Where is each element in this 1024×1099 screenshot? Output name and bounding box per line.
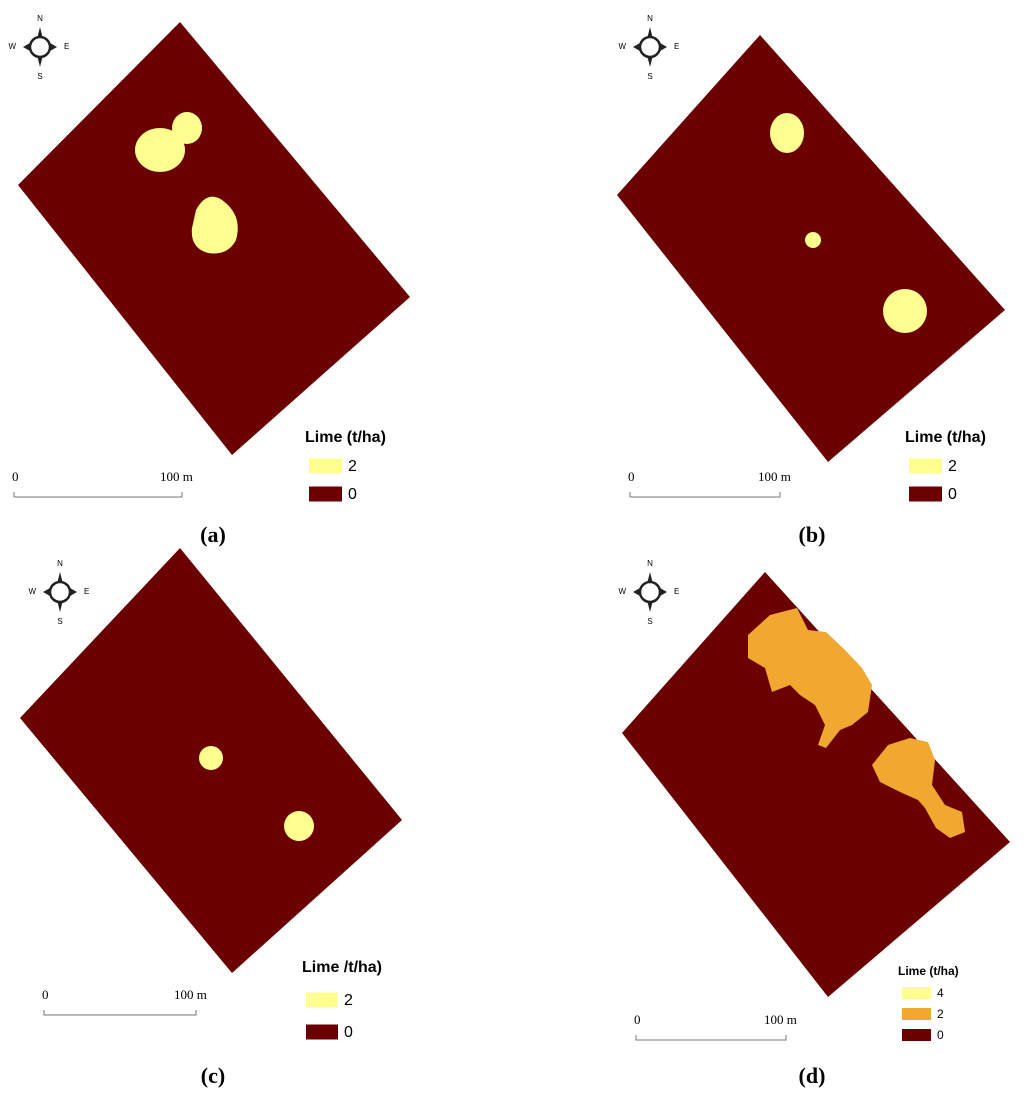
compass-ring: [638, 580, 662, 604]
scale-start: 0: [12, 469, 19, 484]
lime-zone: [135, 128, 185, 172]
compass-s: S: [37, 72, 42, 81]
compass-s: S: [647, 617, 652, 626]
compass: N S W E: [618, 559, 679, 626]
lime-zone: [883, 289, 927, 333]
legend: Lime /t/ha) 2 0: [302, 959, 382, 1041]
legend-swatch: [902, 1029, 931, 1041]
scale-bar: 0 100 m: [42, 987, 207, 1016]
compass-e: E: [674, 587, 679, 596]
legend-swatch: [902, 987, 931, 999]
lime-zone: [172, 112, 202, 144]
lime-zone: [805, 232, 821, 248]
scale-line: [629, 492, 781, 498]
lime-zone: [191, 196, 238, 254]
legend-label: 2: [937, 1007, 944, 1021]
compass-w: W: [618, 42, 626, 51]
field: [617, 35, 1005, 462]
compass-n: N: [647, 14, 653, 23]
compass-s: S: [647, 72, 652, 81]
lime-zone: [284, 811, 314, 841]
lime-zone: [748, 608, 872, 748]
legend-swatch: [306, 1024, 338, 1040]
legend-label: 4: [937, 986, 944, 1000]
map-panel: N S W E Lime /t/ha) 2 0 0 100 m (c): [20, 548, 402, 1088]
compass-w: W: [8, 42, 16, 51]
legend-label: 0: [937, 1028, 944, 1042]
legend-swatch: [309, 486, 342, 502]
scale-bar: 0 100 m: [628, 469, 791, 498]
compass-n: N: [57, 559, 63, 568]
scale-start: 0: [634, 1012, 641, 1027]
legend-label: 0: [348, 486, 357, 503]
legend-label: 2: [348, 458, 357, 475]
panel-caption: (c): [201, 1063, 225, 1088]
lime-zone: [770, 113, 804, 153]
legend-swatch: [306, 992, 338, 1008]
scale-end: 100 m: [764, 1012, 797, 1027]
map-panel: N S W E Lime (t/ha) 2 0 0 100 m (b): [617, 14, 1005, 547]
legend-title: Lime (t/ha): [305, 429, 386, 446]
compass-e: E: [674, 42, 679, 51]
compass: N S W E: [618, 14, 679, 81]
legend-title: Lime (t/ha): [898, 964, 959, 978]
legend-label: 2: [344, 992, 353, 1009]
compass-s: S: [57, 617, 62, 626]
scale-start: 0: [42, 987, 49, 1002]
scale-line: [43, 1010, 197, 1016]
scale-bar: 0 100 m: [12, 469, 193, 498]
compass-ring: [48, 580, 72, 604]
legend-label: 0: [344, 1024, 353, 1041]
compass-n: N: [647, 559, 653, 568]
scale-line: [635, 1035, 787, 1041]
legend-label: 2: [948, 458, 957, 475]
scale-end: 100 m: [758, 469, 791, 484]
scale-end: 100 m: [174, 987, 207, 1002]
legend: Lime (t/ha) 2 0: [905, 429, 986, 503]
panel-caption: (a): [200, 522, 226, 547]
scale-start: 0: [628, 469, 635, 484]
compass-w: W: [618, 587, 626, 596]
legend-swatch: [309, 458, 342, 474]
scale-end: 100 m: [160, 469, 193, 484]
legend: Lime (t/ha) 2 0: [305, 429, 386, 503]
legend-label: 0: [948, 486, 957, 503]
lime-zone: [199, 746, 223, 770]
compass-w: W: [28, 587, 36, 596]
compass-e: E: [64, 42, 69, 51]
legend: Lime (t/ha) 4 2 0: [898, 964, 959, 1042]
compass-e: E: [84, 587, 89, 596]
scale-line: [13, 492, 183, 498]
compass-ring: [28, 35, 52, 59]
lime-zone: [872, 738, 965, 838]
map-panel: N S W E Lime (t/ha) 2 0 0 100 m (a): [8, 14, 410, 547]
field: [622, 572, 1010, 997]
compass-n: N: [37, 14, 43, 23]
map-panel: N S W E Lime (t/ha) 4 2 0 0 100 m (d): [618, 559, 1010, 1088]
legend-title: Lime (t/ha): [905, 429, 986, 446]
legend-swatch: [902, 1008, 931, 1020]
panel-caption: (b): [799, 522, 826, 547]
compass: N S W E: [8, 14, 69, 81]
compass-ring: [638, 35, 662, 59]
compass: N S W E: [28, 559, 89, 626]
legend-title: Lime /t/ha): [302, 959, 382, 976]
panel-caption: (d): [799, 1063, 826, 1088]
scale-bar: 0 100 m: [634, 1012, 797, 1041]
legend-swatch: [909, 458, 942, 474]
legend-swatch: [909, 486, 942, 502]
